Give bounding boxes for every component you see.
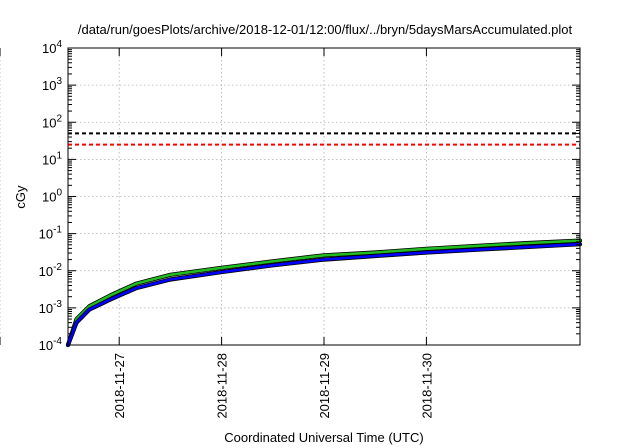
y-axis-label: cGy <box>13 185 28 209</box>
y-tick-label: 102 <box>42 113 62 130</box>
y-tick-label: 103 <box>42 76 62 93</box>
x-tick-label: 2018-11-30 <box>419 353 434 419</box>
series-line <box>66 242 582 347</box>
x-axis-label: Coordinated Universal Time (UTC) <box>224 430 423 445</box>
y-tick-label: 101 <box>42 150 62 167</box>
y-tick-label: 10-2 <box>39 262 63 279</box>
chart-title: /data/run/goesPlots/archive/2018-12-01/1… <box>78 22 573 37</box>
series-line <box>66 239 582 347</box>
y-axis-ticks: 10-4 10-3 10-2 10-1 100 101 102 103 104 <box>39 39 580 353</box>
x-axis-ticks: 2018-11-27 2018-11-28 2018-11-29 2018-11-30… <box>0 48 434 419</box>
y-tick-label: 10-3 <box>39 299 63 316</box>
y-tick-label: 10-1 <box>39 225 63 242</box>
y-tick-label: 10-4 <box>39 336 63 353</box>
y-tick-label: 100 <box>42 188 62 205</box>
x-tick-label: 2018-11-28 <box>215 353 230 419</box>
reference-lines <box>68 132 580 146</box>
x-tick-label: 2018-11-27 <box>112 353 127 419</box>
grid <box>0 48 580 345</box>
series-lines <box>65 238 583 348</box>
x-tick-label: 2018-11-29 <box>317 353 332 419</box>
y-tick-label: 104 <box>42 39 62 56</box>
